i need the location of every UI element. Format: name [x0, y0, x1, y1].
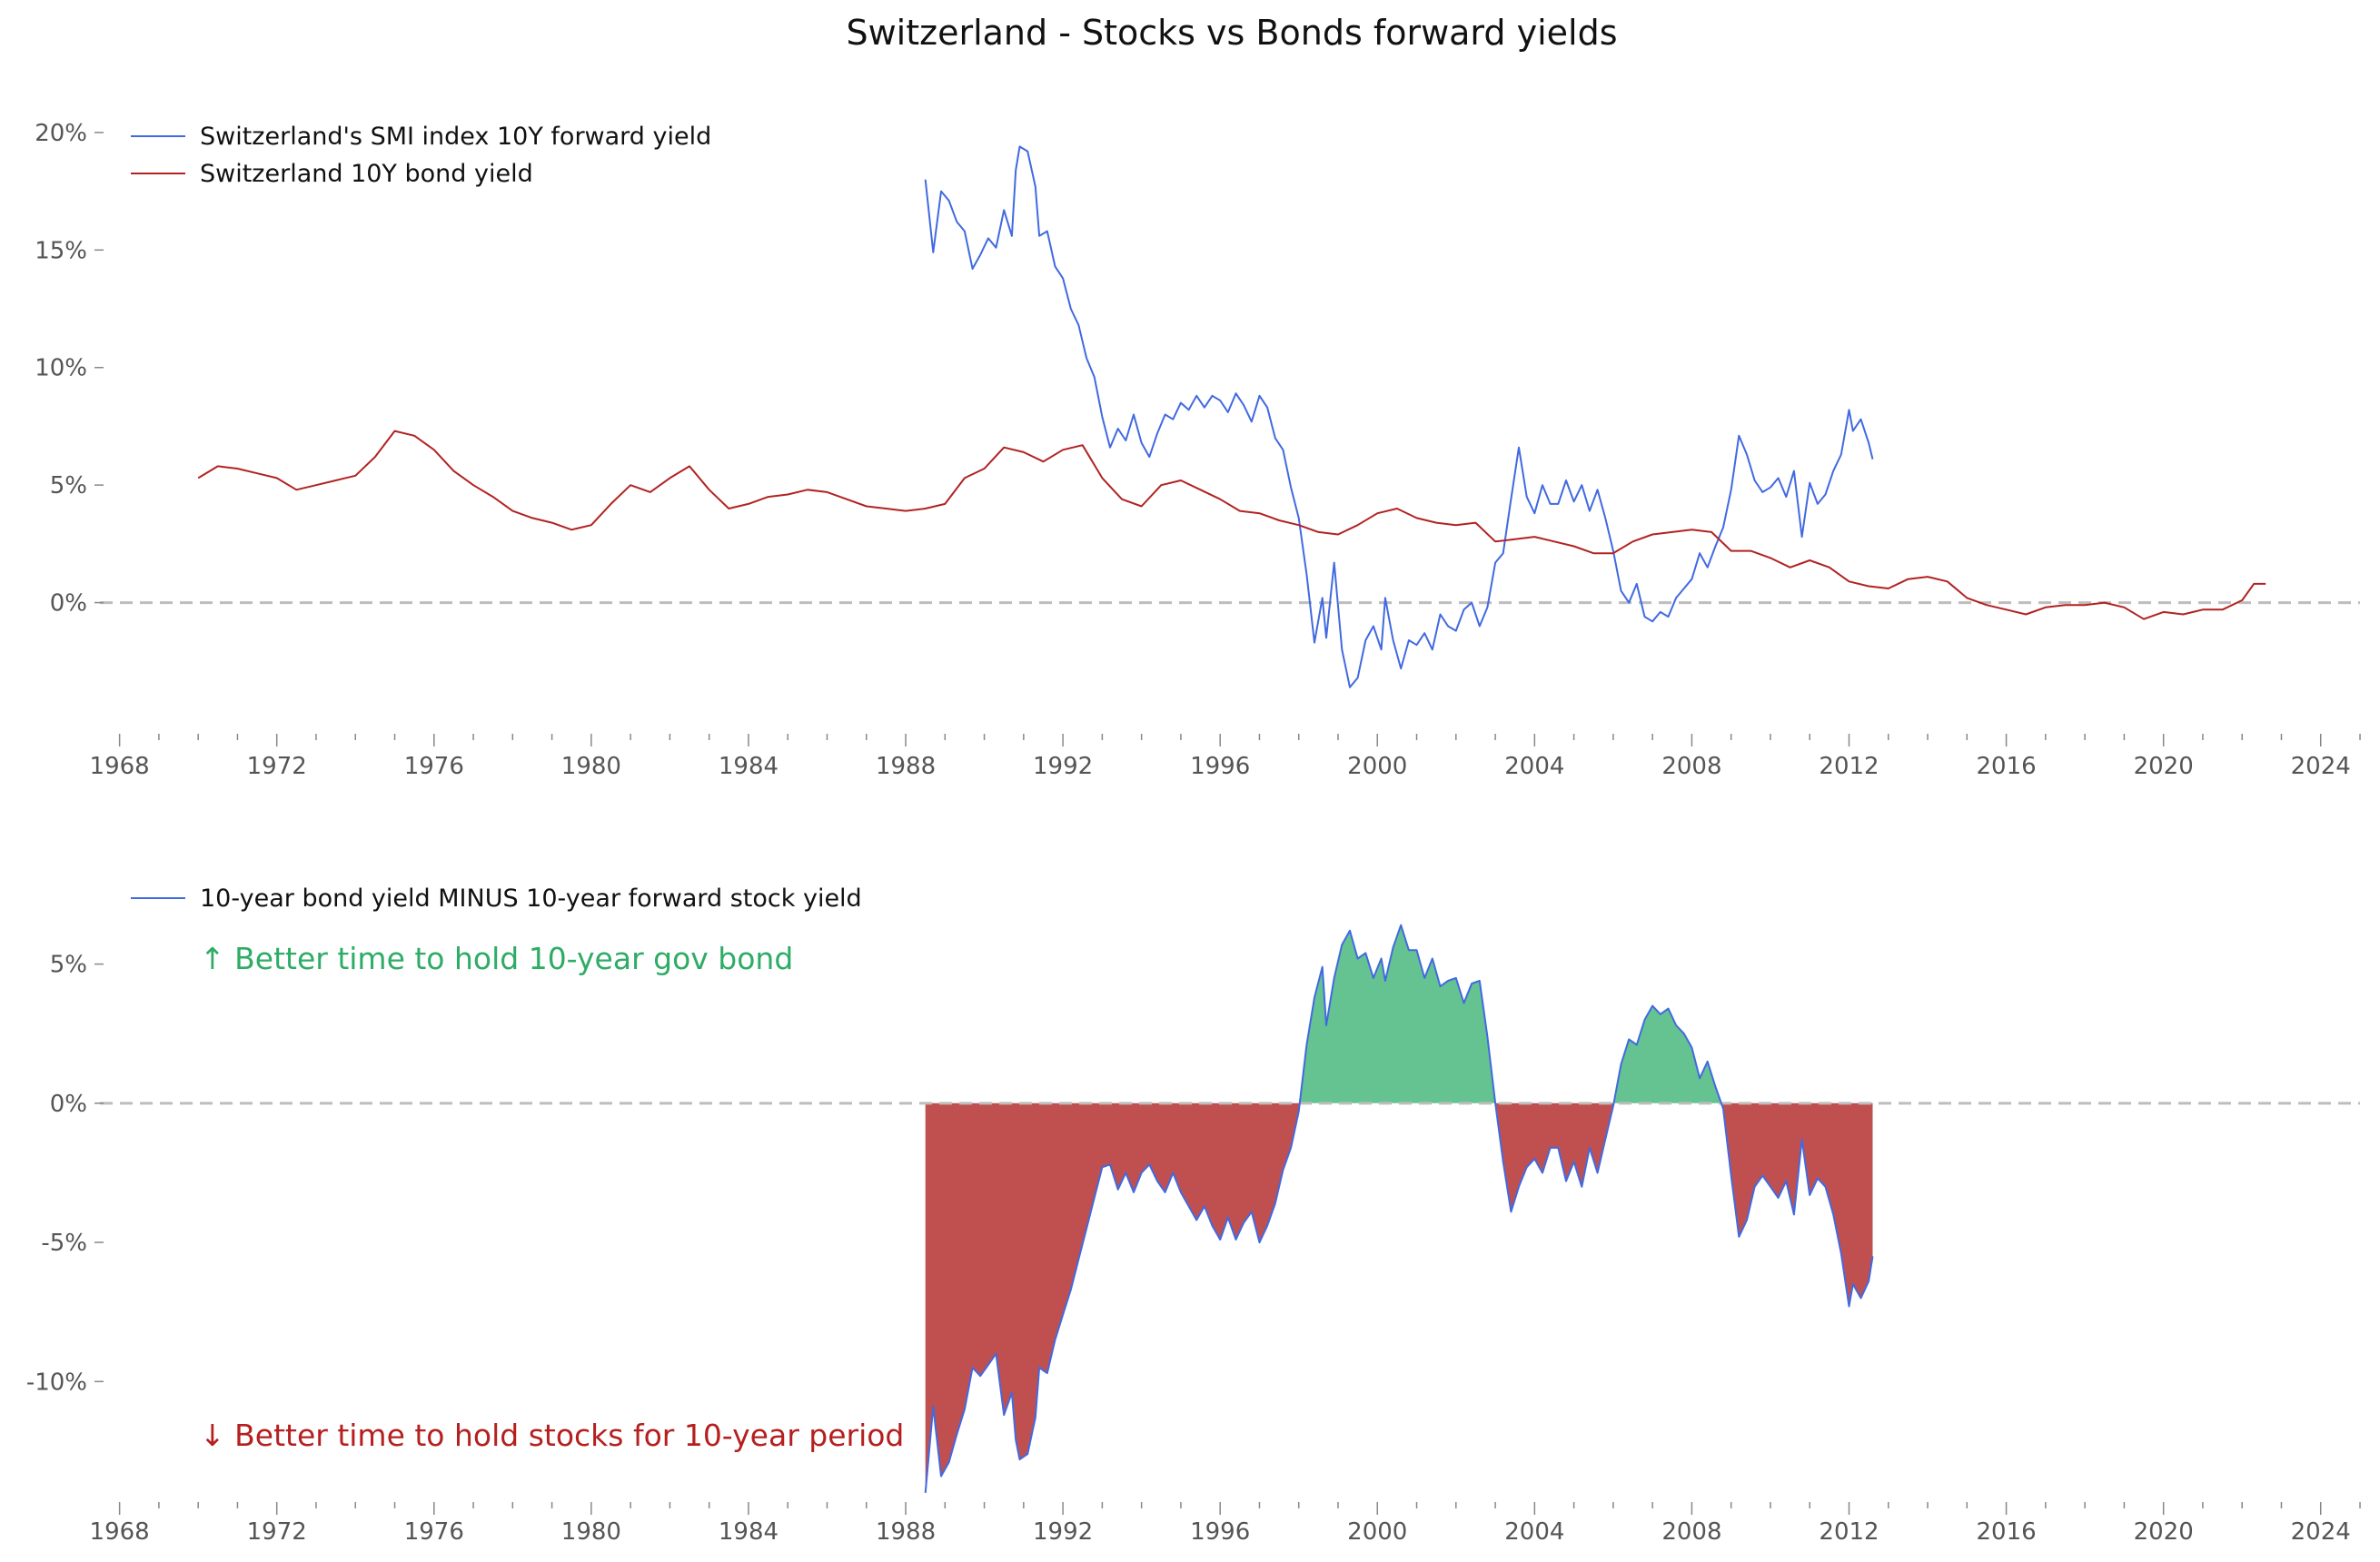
chart-title: Switzerland - Stocks vs Bonds forward yi… [846, 13, 1617, 53]
x-tick-label: 1996 [1190, 753, 1250, 780]
series-line-1 [197, 430, 2266, 620]
x-tick-label: 2012 [1819, 1518, 1879, 1546]
x-tick-label: 1968 [90, 753, 150, 780]
positive-fill-area [1613, 1005, 1721, 1103]
y-tick-label: 10% [35, 355, 87, 382]
x-tick-label: 1980 [561, 753, 621, 780]
x-tick-label: 2016 [1976, 1518, 2036, 1546]
x-tick-label: 1992 [1033, 753, 1093, 780]
x-tick-label: 2020 [2134, 1518, 2194, 1546]
x-tick-label: 1976 [404, 753, 464, 780]
annotation-bond-better: ↑ Better time to hold 10-year gov bond [200, 941, 793, 976]
bottom-panel-y-axis: 5% 0% -5% -10% [26, 952, 104, 1396]
y-tick-label: 5% [50, 952, 87, 979]
positive-fill-area [1299, 924, 1496, 1103]
bottom-panel-x-axis: 1968 1972 1976 1980 1984 1988 1992 1996 2000 2004… [90, 1502, 2361, 1546]
series-line-0 [924, 145, 1874, 688]
x-tick-label: 2004 [1504, 753, 1564, 780]
x-tick-label: 1972 [247, 1518, 307, 1546]
x-tick-label: 2016 [1976, 753, 2036, 780]
x-tick-label: 1988 [876, 1518, 936, 1546]
y-tick-label: 15% [35, 237, 87, 264]
x-tick-label: 1984 [719, 753, 778, 780]
x-tick-label: 1968 [90, 1518, 150, 1546]
x-tick-label: 2008 [1661, 753, 1721, 780]
top-panel-plot-area [197, 145, 2266, 688]
legend-label-bond: Switzerland 10Y bond yield [200, 160, 533, 188]
x-tick-label: 1984 [719, 1518, 778, 1546]
y-tick-label: 0% [50, 1091, 87, 1118]
top-panel-legend: Switzerland's SMI index 10Y forward yiel… [131, 123, 711, 188]
x-tick-label: 2004 [1504, 1518, 1564, 1546]
y-tick-label: -10% [26, 1369, 87, 1396]
x-tick-label: 1972 [247, 753, 307, 780]
bottom-panel-fill [925, 924, 1873, 1493]
top-panel-x-axis: 1968 1972 1976 1980 1984 1988 1992 1996 2000 2004… [90, 734, 2361, 780]
negative-fill-area [925, 1102, 1300, 1493]
y-tick-label: -5% [41, 1230, 87, 1257]
legend-label-spread: 10-year bond yield MINUS 10-year forward… [200, 885, 862, 913]
top-panel-y-axis: 20% 15% 10% 5% 0% [35, 120, 104, 618]
y-tick-label: 20% [35, 120, 87, 147]
x-tick-label: 1992 [1033, 1518, 1093, 1546]
x-tick-label: 1996 [1190, 1518, 1250, 1546]
x-tick-label: 2008 [1661, 1518, 1721, 1546]
x-tick-label: 2024 [2291, 1518, 2351, 1546]
x-tick-label: 2012 [1819, 753, 1879, 780]
x-tick-label: 1988 [876, 753, 936, 780]
negative-fill-area [1495, 1102, 1614, 1212]
y-tick-label: 0% [50, 590, 87, 618]
x-tick-label: 2020 [2134, 753, 2194, 780]
bottom-panel: 5% 0% -5% -10% 1968 1972 1976 1980 1984 1988 1992… [26, 885, 2361, 1546]
bottom-panel-plot-area [924, 924, 1874, 1493]
top-panel: 20%15%10%5%0% 1968 1972 1976 1980 1984 1988 19… [35, 120, 2361, 780]
x-tick-label: 1980 [561, 1518, 621, 1546]
x-tick-label: 2000 [1347, 753, 1407, 780]
x-tick-label: 1976 [404, 1518, 464, 1546]
negative-fill-area [1721, 1102, 1873, 1307]
annotation-stocks-better: ↓ Better time to hold stocks for 10-year… [200, 1418, 904, 1453]
y-tick-label: 5% [50, 472, 87, 499]
x-tick-label: 2000 [1347, 1518, 1407, 1546]
series-line-0 [924, 924, 1874, 1493]
legend-label-smi: Switzerland's SMI index 10Y forward yiel… [200, 123, 711, 151]
bottom-panel-legend: 10-year bond yield MINUS 10-year forward… [131, 885, 862, 913]
x-tick-label: 2024 [2291, 753, 2351, 780]
